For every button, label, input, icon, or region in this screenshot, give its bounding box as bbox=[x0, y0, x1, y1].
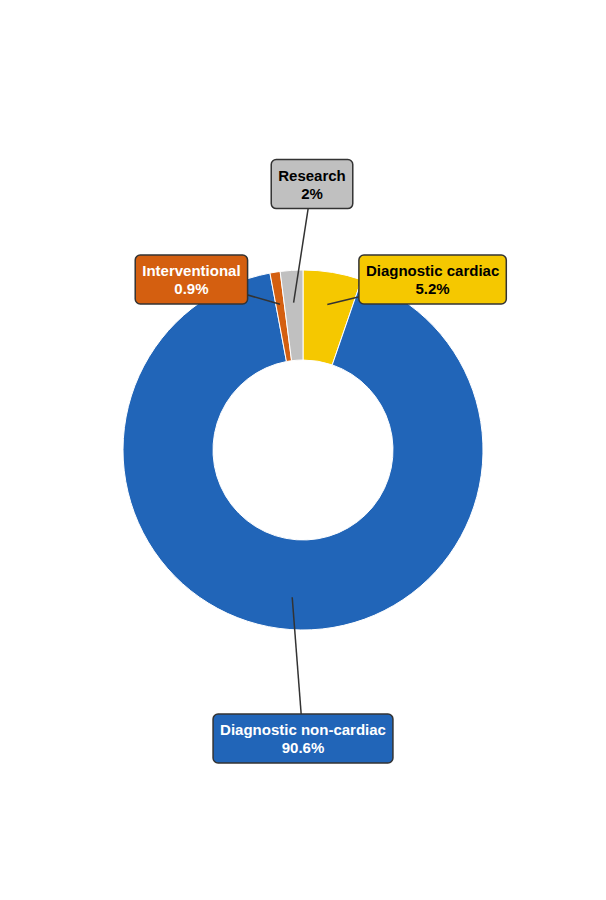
label-text: Interventional0.9% bbox=[142, 262, 240, 297]
category-label: Research bbox=[278, 167, 346, 184]
data-label: Research2% bbox=[271, 160, 353, 209]
wedges bbox=[123, 270, 483, 630]
label-box bbox=[359, 255, 506, 304]
label-text: Research2% bbox=[278, 167, 346, 202]
category-label: Interventional bbox=[142, 262, 240, 279]
value-label: 2% bbox=[301, 185, 323, 202]
value-label: 5.2% bbox=[415, 280, 449, 297]
labels: Diagnostic cardiac5.2% Diagnostic non-car… bbox=[135, 160, 506, 763]
label-text: Diagnostic non-cardiac90.6% bbox=[220, 721, 386, 756]
label-box bbox=[135, 255, 247, 304]
plot: Diagnostic cardiac5.2% Diagnostic non-car… bbox=[123, 160, 506, 763]
label-text: Diagnostic cardiac5.2% bbox=[366, 262, 499, 297]
label-box bbox=[271, 160, 353, 209]
data-label: Diagnostic cardiac5.2% bbox=[359, 255, 506, 304]
category-label: Diagnostic non-cardiac bbox=[220, 721, 386, 738]
data-label: Interventional0.9% bbox=[135, 255, 247, 304]
value-label: 90.6% bbox=[282, 739, 325, 756]
wedge bbox=[280, 270, 303, 361]
chart: Diagnostic cardiac5.2% Diagnostic non-car… bbox=[0, 0, 606, 900]
data-label: Diagnostic non-cardiac90.6% bbox=[213, 714, 393, 763]
category-label: Diagnostic cardiac bbox=[366, 262, 499, 279]
label-box bbox=[213, 714, 393, 763]
value-label: 0.9% bbox=[174, 280, 208, 297]
